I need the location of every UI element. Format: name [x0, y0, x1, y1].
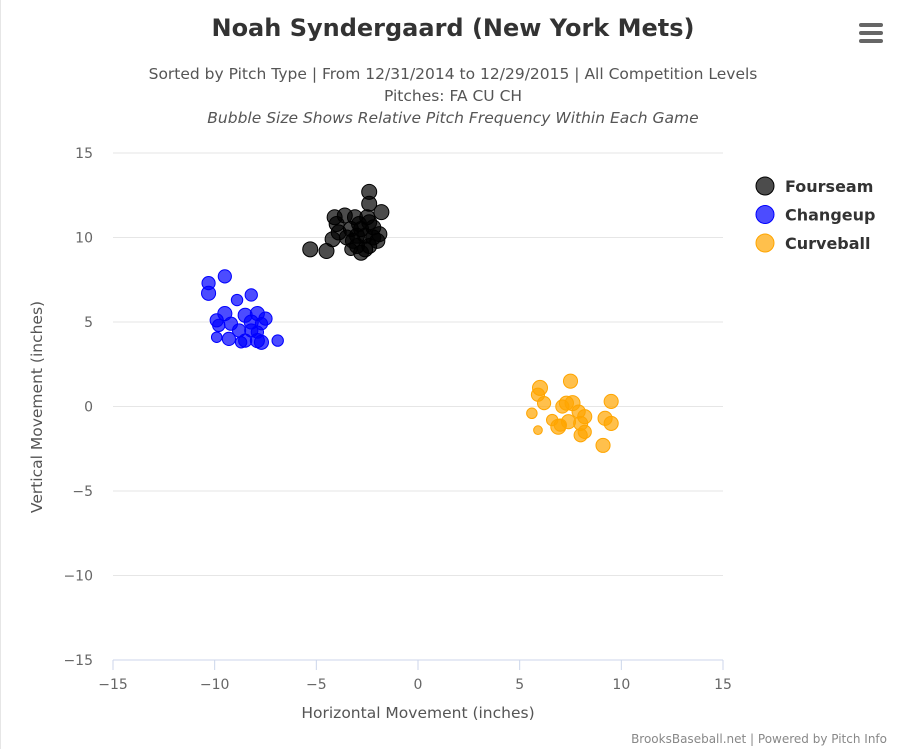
- chart-menu-button[interactable]: [854, 20, 888, 48]
- x-tick-label: 5: [515, 677, 524, 693]
- legend-label-fourseam: Fourseam: [785, 177, 873, 196]
- chart-credits[interactable]: BrooksBaseball.net | Powered by Pitch In…: [631, 732, 887, 746]
- chart-subtitle-line-1: Sorted by Pitch Type | From 12/31/2014 t…: [149, 65, 758, 83]
- curveball-point[interactable]: [536, 396, 552, 411]
- x-tick-label: −10: [200, 677, 230, 693]
- changeup-point[interactable]: [201, 285, 217, 301]
- tick-labels: 15 10 5 0 −5 −10 −15 −15 −10 −5 0 5 10 15: [63, 146, 731, 693]
- y-tick-label: −15: [63, 653, 93, 669]
- curveball-point[interactable]: [555, 399, 570, 414]
- y-tick-label: 15: [75, 146, 93, 162]
- legend-label-curveball: Curveball: [785, 234, 871, 253]
- legend-item-curveball[interactable]: Curveball: [755, 233, 871, 253]
- changeup-point[interactable]: [212, 318, 226, 333]
- curveball-point[interactable]: [562, 373, 579, 389]
- y-tick-label: −5: [72, 484, 93, 500]
- y-axis-label: Vertical Movement (inches): [28, 301, 46, 513]
- menu-icon: [859, 39, 883, 43]
- changeup-point[interactable]: [221, 331, 236, 346]
- legend-item-changeup[interactable]: Changeup: [755, 205, 875, 225]
- y-tick-label: 0: [84, 400, 93, 416]
- changeup-point[interactable]: [250, 325, 265, 339]
- fourseam-point[interactable]: [318, 243, 335, 260]
- legend-marker-fourseam: [755, 176, 775, 196]
- changeup-point[interactable]: [244, 288, 258, 302]
- fourseam-point[interactable]: [302, 241, 319, 258]
- x-tick-label: −5: [306, 677, 327, 693]
- legend-marker-curveball: [755, 233, 775, 253]
- menu-icon: [859, 23, 883, 27]
- x-tick-label: 15: [714, 677, 732, 693]
- grid-lines: [113, 152, 723, 661]
- curveball-point[interactable]: [533, 425, 543, 436]
- x-axis-label: Horizontal Movement (inches): [301, 704, 534, 722]
- y-tick-label: 5: [84, 315, 93, 331]
- chart-title: Noah Syndergaard (New York Mets): [211, 14, 694, 42]
- x-tick-label: −15: [98, 677, 128, 693]
- fourseam-point[interactable]: [353, 244, 370, 261]
- curveball-point[interactable]: [553, 418, 567, 432]
- chart-subtitle-line-2: Pitches: FA CU CH: [384, 87, 522, 105]
- data-points: [201, 183, 619, 453]
- x-tick-label: 10: [612, 677, 630, 693]
- legend-item-fourseam[interactable]: Fourseam: [755, 176, 873, 196]
- curveball-point[interactable]: [526, 407, 538, 420]
- changeup-point[interactable]: [271, 334, 284, 347]
- legend: Fourseam Changeup Curveball: [755, 176, 875, 253]
- y-tick-label: −10: [63, 569, 93, 585]
- changeup-point[interactable]: [217, 269, 232, 284]
- curveball-point[interactable]: [603, 393, 619, 409]
- legend-label-changeup: Changeup: [785, 206, 875, 225]
- changeup-point[interactable]: [210, 331, 223, 343]
- curveball-point[interactable]: [573, 428, 588, 443]
- curveball-point[interactable]: [595, 437, 611, 453]
- curveball-point[interactable]: [603, 415, 619, 431]
- legend-marker-changeup: [755, 205, 775, 224]
- changeup-point[interactable]: [230, 293, 244, 307]
- y-tick-label: 10: [75, 231, 93, 247]
- menu-icon: [859, 31, 883, 35]
- x-tick-label: 0: [414, 677, 423, 693]
- changeup-point[interactable]: [234, 336, 248, 349]
- chart-subtitle-line-3: Bubble Size Shows Relative Pitch Frequen…: [207, 109, 698, 127]
- fourseam-point[interactable]: [373, 204, 390, 221]
- axes: [112, 659, 724, 670]
